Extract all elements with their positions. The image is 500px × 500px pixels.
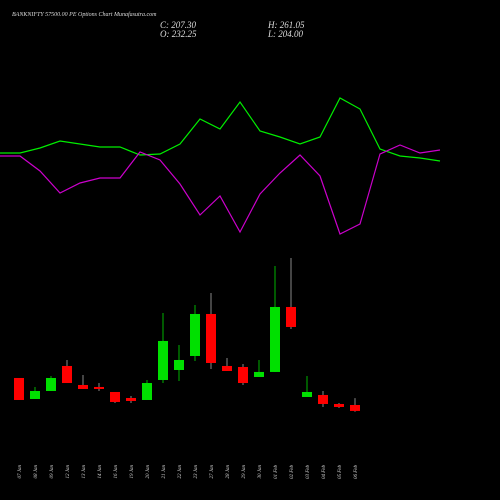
indicator-line <box>0 144 441 235</box>
candle-body <box>302 391 312 397</box>
candle-body <box>206 313 216 363</box>
candle-body <box>270 306 280 372</box>
x-tick-label: 14 Jan <box>98 465 103 479</box>
candle-body <box>110 391 120 402</box>
x-tick-label: 13 Jan <box>82 465 87 479</box>
indicator-line <box>0 97 441 162</box>
candle-body <box>158 340 168 380</box>
candle-body <box>126 397 136 401</box>
candle-body <box>94 386 104 389</box>
candle-body <box>30 390 40 399</box>
x-tick-label: 02 Feb <box>290 465 295 480</box>
x-tick-label: 22 Jan <box>178 465 183 479</box>
x-tick-label: 16 Jan <box>114 465 119 479</box>
candle-body <box>350 405 360 411</box>
x-tick-label: 29 Jan <box>242 465 247 479</box>
x-tick-label: 04 Feb <box>322 465 327 480</box>
candle-body <box>254 371 264 377</box>
candle-body <box>174 359 184 370</box>
candle-body <box>14 377 24 400</box>
x-tick-label: 12 Jan <box>66 465 71 479</box>
candle-body <box>62 365 72 384</box>
candle-body <box>78 384 88 389</box>
high-label: H: 261.05 <box>267 20 305 30</box>
candle-body <box>286 306 296 327</box>
candle-body <box>46 377 56 391</box>
candle-body <box>142 383 152 400</box>
low-label: L: 204.00 <box>267 29 304 39</box>
x-tick-label: 09 Jan <box>50 465 55 479</box>
candle-body <box>334 403 344 407</box>
x-tick-label: 20 Jan <box>146 465 151 479</box>
x-tick-label: 07 Jan <box>18 465 23 479</box>
x-tick-label: 03 Feb <box>306 465 311 480</box>
chart-title: BANKNIFTY 57500.00 PE Options Chart Muna… <box>12 11 157 18</box>
candle-body <box>238 366 248 384</box>
x-tick-label: 01 Feb <box>274 465 279 480</box>
x-tick-label: 19 Jan <box>130 465 135 479</box>
x-tick-label: 27 Jan <box>210 465 215 479</box>
candle-body <box>318 394 328 404</box>
x-tick-label: 30 Jan <box>258 465 263 479</box>
open-label: O: 232.25 <box>160 29 197 39</box>
x-tick-label: 05 Feb <box>338 465 343 480</box>
x-tick-label: 21 Jan <box>162 465 167 479</box>
candle-body <box>222 365 232 371</box>
x-tick-label: 23 Jan <box>194 465 199 479</box>
close-label: C: 207.30 <box>160 20 197 30</box>
x-tick-label: 06 Feb <box>354 465 359 480</box>
x-tick-label: 08 Jan <box>34 465 39 479</box>
x-tick-label: 28 Jan <box>226 465 231 479</box>
candle-body <box>190 313 200 356</box>
